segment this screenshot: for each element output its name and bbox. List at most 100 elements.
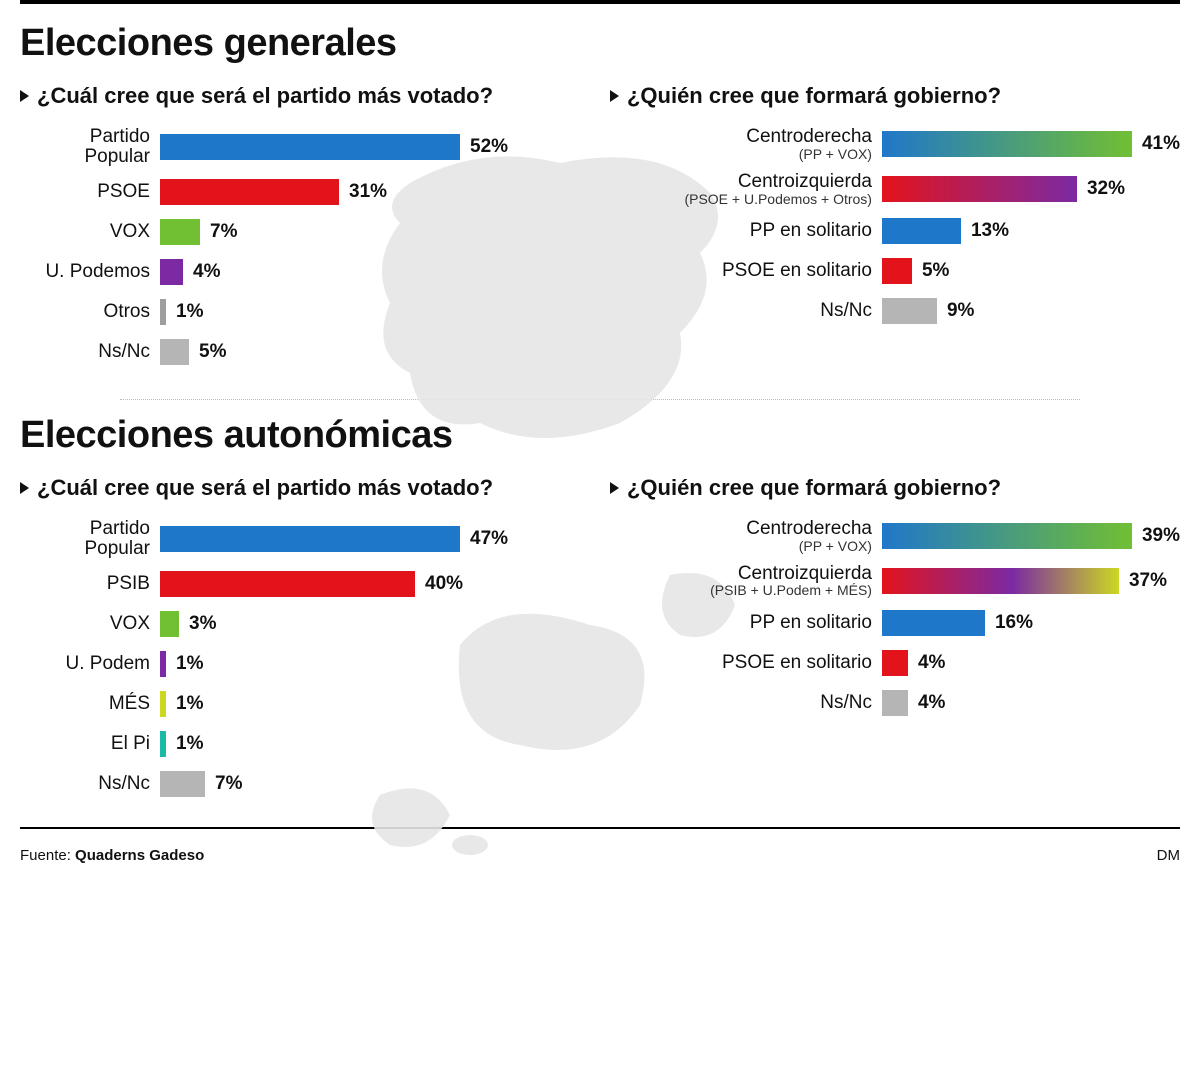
bar-label: MÉS: [20, 694, 160, 714]
bar-value: 7%: [210, 221, 237, 243]
bar-label: PSIB: [20, 574, 160, 594]
credit: DM: [1157, 847, 1180, 864]
bar-value: 4%: [918, 692, 945, 714]
bar-row: PSIB 40%: [20, 569, 578, 599]
bar-row: VOX 3%: [20, 609, 578, 639]
source-label: Fuente:: [20, 847, 71, 864]
triangle-icon: [610, 90, 619, 102]
panel-row: ¿Cuál cree que será el partido más votad…: [20, 83, 1180, 377]
bar-row: PP en solitario 16%: [610, 608, 1180, 638]
bar-label: PSOE: [20, 182, 160, 202]
bar-value: 1%: [176, 301, 203, 323]
bar-row: U. Podem 1%: [20, 649, 578, 679]
bar-value: 41%: [1142, 133, 1180, 155]
bar-field: 13%: [882, 218, 1180, 244]
bar-field: 7%: [160, 771, 578, 797]
chart-panel-right: ¿Quién cree que formará gobierno? Centro…: [594, 475, 1180, 809]
chart-question: ¿Quién cree que formará gobierno?: [610, 475, 1180, 501]
bar-row: Partido Popular 47%: [20, 519, 578, 559]
bar-value: 1%: [176, 693, 203, 715]
bar-row: Ns/Nc 7%: [20, 769, 578, 799]
bar-label: VOX: [20, 614, 160, 634]
chart-question: ¿Quién cree que formará gobierno?: [610, 83, 1180, 109]
bar-row: Centroizquierda(PSIB + U.Podem + MÉS) 37…: [610, 564, 1180, 599]
bar-label: Partido Popular: [20, 519, 160, 559]
bar-label: Otros: [20, 302, 160, 322]
bar-label: Centroizquierda(PSIB + U.Podem + MÉS): [610, 564, 882, 599]
bar-row: Otros 1%: [20, 297, 578, 327]
bar-field: 16%: [882, 610, 1180, 636]
bar-field: 40%: [160, 571, 578, 597]
bar-value: 52%: [470, 136, 508, 158]
bar-label: U. Podemos: [20, 262, 160, 282]
question-text: ¿Cuál cree que será el partido más votad…: [37, 475, 493, 501]
bar-value: 4%: [918, 652, 945, 674]
bar-row: VOX 7%: [20, 217, 578, 247]
bar-field: 39%: [882, 523, 1180, 549]
bar-value: 5%: [922, 260, 949, 282]
bar-label: PP en solitario: [610, 613, 882, 633]
bar-row: Ns/Nc 9%: [610, 296, 1180, 326]
bar-field: 37%: [882, 568, 1180, 594]
bar-field: 4%: [882, 650, 1180, 676]
triangle-icon: [610, 482, 619, 494]
section-title: Elecciones autonómicas: [20, 414, 1180, 457]
bar-label: PSOE en solitario: [610, 261, 882, 281]
bar-value: 1%: [176, 653, 203, 675]
bottom-rule: [20, 827, 1180, 829]
bar-row: PP en solitario 13%: [610, 216, 1180, 246]
bar-field: 4%: [882, 690, 1180, 716]
bar-value: 13%: [971, 220, 1009, 242]
bar-row: PSOE en solitario 4%: [610, 648, 1180, 678]
triangle-icon: [20, 482, 29, 494]
bar-label: PSOE en solitario: [610, 653, 882, 673]
bar-row: Ns/Nc 4%: [610, 688, 1180, 718]
chart-panel-left: ¿Cuál cree que será el partido más votad…: [20, 475, 594, 809]
bar-row: Centroizquierda(PSOE + U.Podemos + Otros…: [610, 172, 1180, 207]
bar-value: 7%: [215, 773, 242, 795]
bar-row: PSOE en solitario 5%: [610, 256, 1180, 286]
bar-field: 3%: [160, 611, 578, 637]
bar-value: 5%: [199, 341, 226, 363]
bar-row: Partido Popular 52%: [20, 127, 578, 167]
bar-label: El Pi: [20, 734, 160, 754]
bar-field: 52%: [160, 134, 578, 160]
bar-label: Centroizquierda(PSOE + U.Podemos + Otros…: [610, 172, 882, 207]
bar-value: 1%: [176, 733, 203, 755]
bar-value: 47%: [470, 528, 508, 550]
question-text: ¿Cuál cree que será el partido más votad…: [37, 83, 493, 109]
bar-value: 37%: [1129, 570, 1167, 592]
bar-field: 5%: [160, 339, 578, 365]
panel-row: ¿Cuál cree que será el partido más votad…: [20, 475, 1180, 809]
chart-question: ¿Cuál cree que será el partido más votad…: [20, 475, 578, 501]
section-divider: [120, 399, 1080, 400]
bar-row: Centroderecha(PP + VOX) 41%: [610, 127, 1180, 162]
bar-field: 7%: [160, 219, 578, 245]
bar-label: Centroderecha(PP + VOX): [610, 127, 882, 162]
bar-row: PSOE 31%: [20, 177, 578, 207]
bar-value: 3%: [189, 613, 216, 635]
chart-panel-right: ¿Quién cree que formará gobierno? Centro…: [594, 83, 1180, 377]
bar-field: 41%: [882, 131, 1180, 157]
bar-row: Centroderecha(PP + VOX) 39%: [610, 519, 1180, 554]
bar-value: 39%: [1142, 525, 1180, 547]
bar-field: 1%: [160, 691, 578, 717]
bar-field: 5%: [882, 258, 1180, 284]
bar-value: 4%: [193, 261, 220, 283]
chart-question: ¿Cuál cree que será el partido más votad…: [20, 83, 578, 109]
section-title: Elecciones generales: [20, 22, 1180, 65]
bar-row: El Pi 1%: [20, 729, 578, 759]
bar-field: 1%: [160, 651, 578, 677]
bar-field: 1%: [160, 299, 578, 325]
bar-label: Ns/Nc: [20, 774, 160, 794]
bar-value: 16%: [995, 612, 1033, 634]
bar-row: Ns/Nc 5%: [20, 337, 578, 367]
bar-label: PP en solitario: [610, 221, 882, 241]
bar-label: Centroderecha(PP + VOX): [610, 519, 882, 554]
bar-field: 32%: [882, 176, 1180, 202]
bar-field: 4%: [160, 259, 578, 285]
chart-panel-left: ¿Cuál cree que será el partido más votad…: [20, 83, 594, 377]
triangle-icon: [20, 90, 29, 102]
bar-label: U. Podem: [20, 654, 160, 674]
bar-label: VOX: [20, 222, 160, 242]
